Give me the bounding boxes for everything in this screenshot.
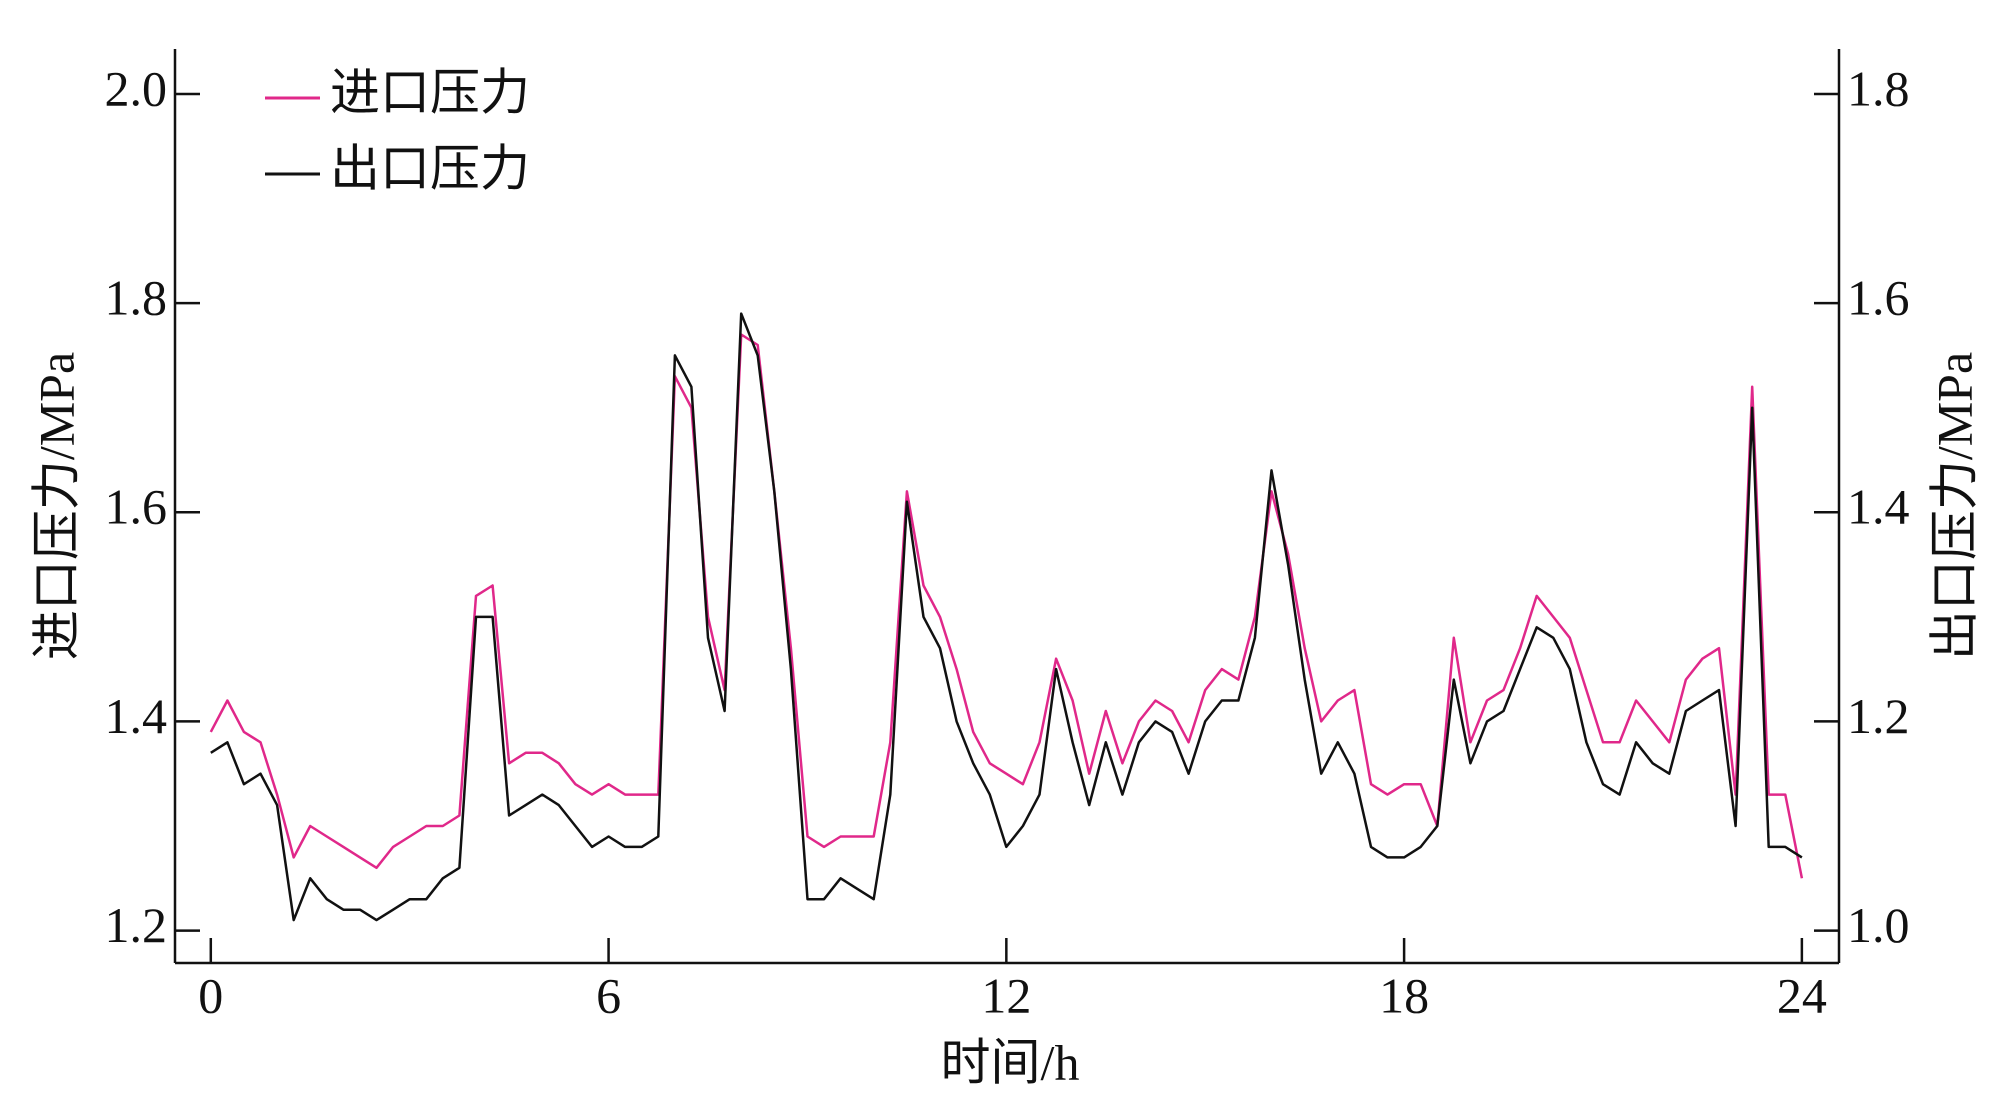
y-tick-label: 1.8 — [105, 270, 168, 326]
y-tick-label: 1.2 — [105, 897, 168, 953]
y-tick-label: 1.4 — [105, 688, 168, 744]
x-tick-label: 6 — [596, 967, 621, 1023]
y2-tick-label: 1.6 — [1847, 270, 1910, 326]
x-tick-label: 18 — [1379, 967, 1429, 1023]
x-tick-label: 12 — [981, 967, 1031, 1023]
y2-axis-label: 出口压力/MPa — [1926, 352, 1982, 660]
y-axis-label: 进口压力/MPa — [28, 352, 84, 660]
x-tick-label: 24 — [1777, 967, 1827, 1023]
legend-label: 出口压力 — [330, 140, 530, 196]
legend-label: 进口压力 — [330, 64, 530, 120]
line-series — [210, 312, 1803, 922]
x-axis-label: 时间/h — [941, 1034, 1080, 1090]
y2-tick-label: 1.2 — [1847, 688, 1910, 744]
y2-tick-label: 1.0 — [1847, 897, 1910, 953]
x-tick-label: 0 — [198, 967, 223, 1023]
y-tick-label: 1.6 — [105, 479, 168, 535]
y2-tick-label: 1.8 — [1847, 60, 1910, 116]
y2-tick-label: 1.4 — [1847, 479, 1910, 535]
y-tick-label: 2.0 — [105, 60, 168, 116]
line-series — [209, 333, 1804, 879]
